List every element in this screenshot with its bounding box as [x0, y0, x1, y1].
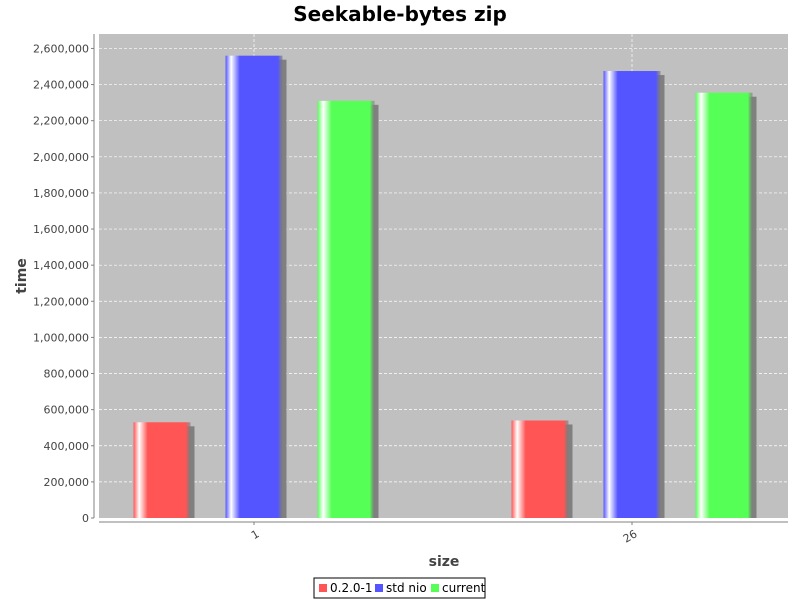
y-tick-label: 1,800,000 [33, 187, 89, 200]
bar-std-nio-1 [225, 55, 283, 519]
y-tick-label: 200,000 [44, 476, 90, 489]
legend-swatch [319, 584, 327, 592]
y-tick-label: 400,000 [44, 440, 90, 453]
y-tick-label: 1,200,000 [33, 295, 89, 308]
legend-label: current [442, 581, 486, 595]
bar-std-nio-26 [603, 71, 661, 518]
y-tick-label: 2,400,000 [33, 79, 89, 92]
y-tick-label: 1,400,000 [33, 259, 89, 272]
y-tick-label: 800,000 [44, 368, 90, 381]
bar-0-2-0-1-1 [133, 422, 191, 518]
bar-current-1 [317, 100, 375, 518]
chart-title: Seekable-bytes zip [293, 2, 507, 26]
x-tick-label: 1 [249, 527, 262, 542]
bars [133, 55, 757, 519]
legend-label: 0.2.0-1 [330, 581, 373, 595]
legend-swatch [431, 584, 439, 592]
y-tick-label: 2,200,000 [33, 115, 89, 128]
y-tick-label: 600,000 [44, 404, 90, 417]
plot-area [99, 34, 788, 518]
bar-0-2-0-1-26 [511, 420, 569, 518]
legend-box [313, 577, 486, 599]
bar-current-26 [695, 92, 753, 518]
y-axis-label: time [14, 258, 30, 294]
x-tick-label: 26 [621, 527, 640, 545]
y-tick-label: 0 [82, 512, 89, 525]
y-tick-label: 2,600,000 [33, 42, 89, 55]
legend: 0.2.0-1 std nio current [313, 577, 486, 599]
x-axis: 1 26 [99, 521, 788, 546]
x-axis-label: size [429, 554, 460, 570]
legend-swatch [375, 584, 383, 592]
y-tick-label: 1,600,000 [33, 223, 89, 236]
y-tick-label: 1,000,000 [33, 331, 89, 344]
y-tick-label: 2,000,000 [33, 151, 89, 164]
legend-label: std nio [386, 581, 427, 595]
y-axis: 0 200,000 400,000 600,000 800,000 1,000,000 1,… [33, 34, 95, 525]
